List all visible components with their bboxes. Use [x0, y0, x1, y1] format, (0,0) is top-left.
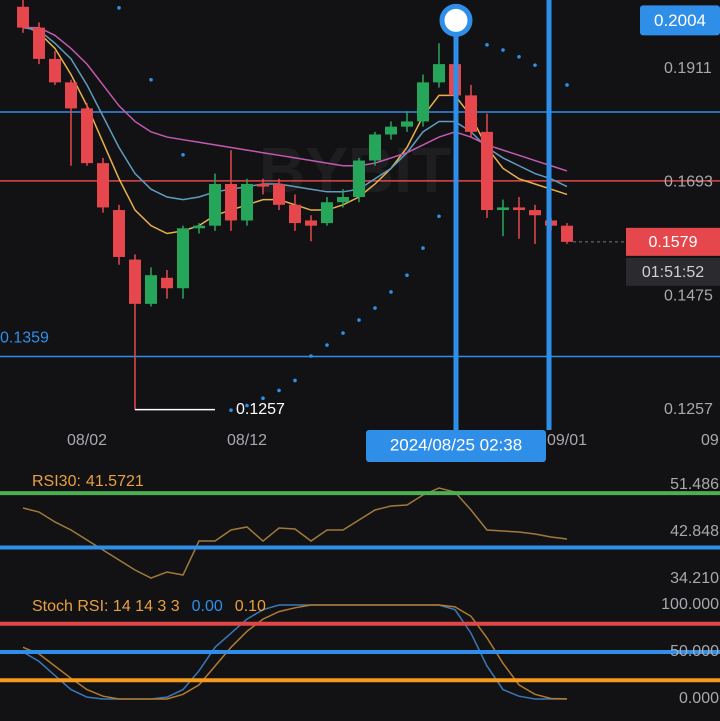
candle-body [193, 225, 205, 229]
candle-body [465, 95, 477, 132]
y-tick-label: 0.1911 [664, 60, 712, 77]
sar-dot [405, 273, 409, 278]
sar-dot [181, 153, 185, 157]
sar-dot [117, 6, 121, 10]
candle-body [209, 183, 221, 226]
candle-body [433, 64, 445, 83]
candle-body [65, 82, 77, 109]
candle-body [513, 207, 525, 211]
sar-dot [293, 378, 297, 383]
y-tick-label: 51.486 [670, 476, 719, 493]
candle-body [353, 160, 365, 198]
crosshair-time: 2024/08/25 02:38 [390, 435, 522, 454]
y-tick-label: 0.1693 [664, 174, 713, 191]
candle-body [417, 82, 429, 122]
x-tick-label: 08/02 [67, 432, 107, 449]
candle-body [33, 27, 45, 59]
candle-body [305, 220, 317, 226]
candle-body [385, 126, 397, 135]
indicator-name: RSI30: [32, 473, 81, 490]
candle-body [273, 183, 285, 205]
candle-body [49, 58, 61, 83]
candle-body [145, 275, 157, 304]
indicator-line [22, 487, 568, 579]
candle-body [529, 210, 541, 216]
sar-dot [517, 55, 521, 59]
y-tick-label: 34.210 [670, 570, 719, 587]
sar-dot [245, 403, 249, 408]
x-tick-label: 09 [701, 432, 719, 449]
y-tick-label: 0.1475 [664, 287, 713, 304]
indicator-title: Stoch RSI: 14 14 3 3 0.00 0.10 [32, 598, 266, 615]
indicator-value: 0.10 [235, 598, 266, 615]
candle-body [113, 210, 125, 257]
sar-dot [437, 214, 441, 219]
sar-dot [485, 43, 489, 47]
candle-body [369, 134, 381, 161]
indicator-title: RSI30: 41.5721 [32, 473, 144, 490]
sar-dot [565, 83, 569, 87]
sar-dot [341, 331, 345, 335]
indicator-line [22, 26, 568, 201]
candle-body [289, 204, 301, 224]
last-price-box [626, 227, 720, 256]
countdown-box [626, 257, 720, 286]
sar-dot [373, 306, 377, 310]
line-label: 0.1359 [0, 330, 49, 347]
candle-body [161, 277, 173, 289]
countdown: 01:51:52 [642, 264, 704, 281]
candle-body [561, 225, 573, 242]
sar-dot [149, 77, 153, 82]
indicator-line [23, 26, 568, 172]
sar-dot [357, 318, 361, 322]
candle-body [17, 6, 29, 28]
indicator-name: Stoch RSI: 14 14 3 3 [32, 598, 180, 615]
sar-dot [277, 388, 281, 393]
low-label: 0.1257 [236, 401, 285, 418]
indicator-line [22, 604, 567, 700]
candle-body [225, 183, 237, 221]
sar-dot [501, 48, 505, 52]
candle-body [337, 197, 349, 203]
x-tick-label: 09/01 [547, 432, 587, 449]
y-tick-label: 0.1257 [664, 401, 713, 418]
candle-body [401, 121, 413, 127]
crosshair-price: 0.2004 [654, 11, 706, 30]
x-tick-label: 08/12 [227, 432, 267, 449]
candle-body [129, 259, 141, 304]
sar-dot [309, 354, 313, 358]
crosshair-time-box [366, 430, 546, 462]
indicator-value: 0.00 [192, 598, 223, 615]
candle-body [81, 108, 93, 164]
last-price-label: 0.1579 [649, 234, 698, 251]
y-tick-label: 0.000 [679, 690, 719, 707]
crosshair-price-box [640, 5, 720, 36]
candle-body [97, 163, 109, 208]
sar-dot [533, 63, 537, 67]
indicator-value: 41.5721 [86, 473, 144, 490]
candle-body [177, 228, 189, 289]
candle-body [321, 202, 333, 224]
y-tick-label: 50.000 [670, 643, 719, 660]
y-tick-label: 100.000 [661, 596, 719, 613]
sar-dot [229, 408, 233, 412]
sar-dot [261, 396, 265, 401]
y-tick-label: 42.848 [670, 523, 719, 540]
candle-body [241, 183, 253, 221]
sar-dot [389, 290, 393, 294]
crosshair-handle [439, 3, 473, 37]
sar-dot [325, 343, 329, 347]
candle-body [481, 131, 493, 211]
candle-body [257, 183, 269, 187]
candle-body [497, 207, 509, 211]
sar-dot [421, 246, 425, 250]
